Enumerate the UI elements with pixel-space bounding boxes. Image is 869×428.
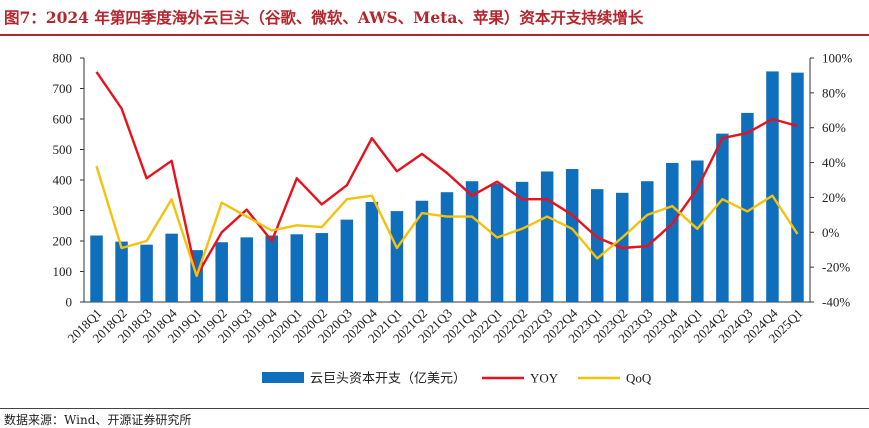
yoy-line — [95, 71, 798, 278]
bar — [265, 235, 279, 302]
bar — [390, 211, 404, 302]
left-tick-label: 300 — [53, 203, 73, 218]
right-tick-label: 100% — [822, 51, 853, 66]
bar — [791, 72, 804, 302]
qoq-line — [95, 165, 799, 278]
bar — [365, 201, 379, 302]
bar — [741, 112, 754, 303]
bar — [565, 169, 579, 302]
right-tick-label: 0% — [822, 225, 840, 240]
left-tick-label: 700 — [53, 81, 73, 96]
right-tick-label: -40% — [822, 295, 850, 310]
bar — [766, 71, 779, 302]
bar — [666, 162, 679, 302]
left-tick-label: 400 — [53, 173, 73, 188]
bar — [691, 160, 704, 302]
right-tick-label: 80% — [822, 85, 846, 100]
bar — [641, 181, 654, 302]
footer-divider — [0, 408, 869, 409]
bar — [115, 241, 128, 302]
bar — [90, 235, 103, 302]
legend-swatch-capex — [262, 372, 304, 383]
bar — [215, 242, 228, 302]
bar — [415, 200, 429, 302]
chart-title: 图7：2024 年第四季度海外云巨头（谷歌、微软、AWS、Meta、苹果）资本开… — [4, 8, 644, 27]
bar — [240, 237, 253, 302]
right-tick-label: 60% — [822, 120, 846, 135]
bar — [590, 189, 604, 302]
left-tick-label: 500 — [53, 142, 73, 157]
title-divider — [0, 34, 869, 36]
right-tick-label: 40% — [822, 155, 846, 170]
bar — [340, 219, 354, 302]
left-tick-label: 200 — [53, 234, 73, 249]
bar — [440, 192, 454, 302]
bar — [315, 233, 329, 302]
left-tick-label: 600 — [53, 112, 73, 127]
legend-label-qoq: QoQ — [626, 371, 652, 386]
right-tick-label: -20% — [822, 260, 850, 275]
bar — [515, 181, 529, 302]
bar — [716, 133, 729, 302]
left-tick-label: 0 — [66, 295, 73, 310]
source-note: 数据来源：Wind、开源证券研究所 — [4, 413, 192, 427]
bar — [165, 233, 178, 302]
legend-label-capex: 云巨头资本开支（亿美元） — [310, 371, 466, 386]
left-tick-label: 800 — [53, 51, 73, 66]
bar — [140, 244, 153, 302]
legend-label-yoy: YOY — [530, 371, 559, 386]
bar — [465, 181, 479, 302]
right-tick-label: 20% — [822, 190, 846, 205]
bar — [540, 171, 554, 302]
bar — [290, 234, 304, 302]
bar — [490, 183, 504, 302]
left-tick-label: 100 — [53, 264, 73, 279]
